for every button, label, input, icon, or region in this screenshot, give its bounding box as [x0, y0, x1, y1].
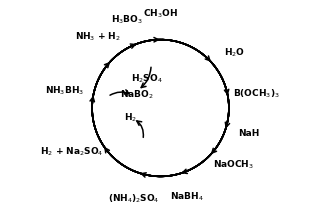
- Text: NH$_3$ + H$_2$: NH$_3$ + H$_2$: [75, 31, 121, 43]
- Text: NaBO$_2$: NaBO$_2$: [120, 88, 153, 101]
- Text: NH$_3$BH$_3$: NH$_3$BH$_3$: [45, 84, 84, 97]
- Text: NaOCH$_3$: NaOCH$_3$: [213, 158, 254, 171]
- Text: H$_2$SO$_4$: H$_2$SO$_4$: [131, 73, 163, 85]
- Text: H$_3$BO$_3$: H$_3$BO$_3$: [111, 14, 143, 27]
- Text: CH$_3$OH: CH$_3$OH: [143, 7, 178, 20]
- Text: H$_2$ + Na$_2$SO$_4$: H$_2$ + Na$_2$SO$_4$: [40, 145, 104, 158]
- Text: NaBH$_4$: NaBH$_4$: [170, 190, 204, 203]
- Text: H$_2$: H$_2$: [124, 111, 137, 124]
- Text: B(OCH$_3$)$_3$: B(OCH$_3$)$_3$: [233, 88, 280, 100]
- Text: H$_2$O: H$_2$O: [224, 46, 245, 59]
- Text: (NH$_4$)$_2$SO$_4$: (NH$_4$)$_2$SO$_4$: [108, 192, 160, 205]
- Text: NaH: NaH: [238, 129, 260, 138]
